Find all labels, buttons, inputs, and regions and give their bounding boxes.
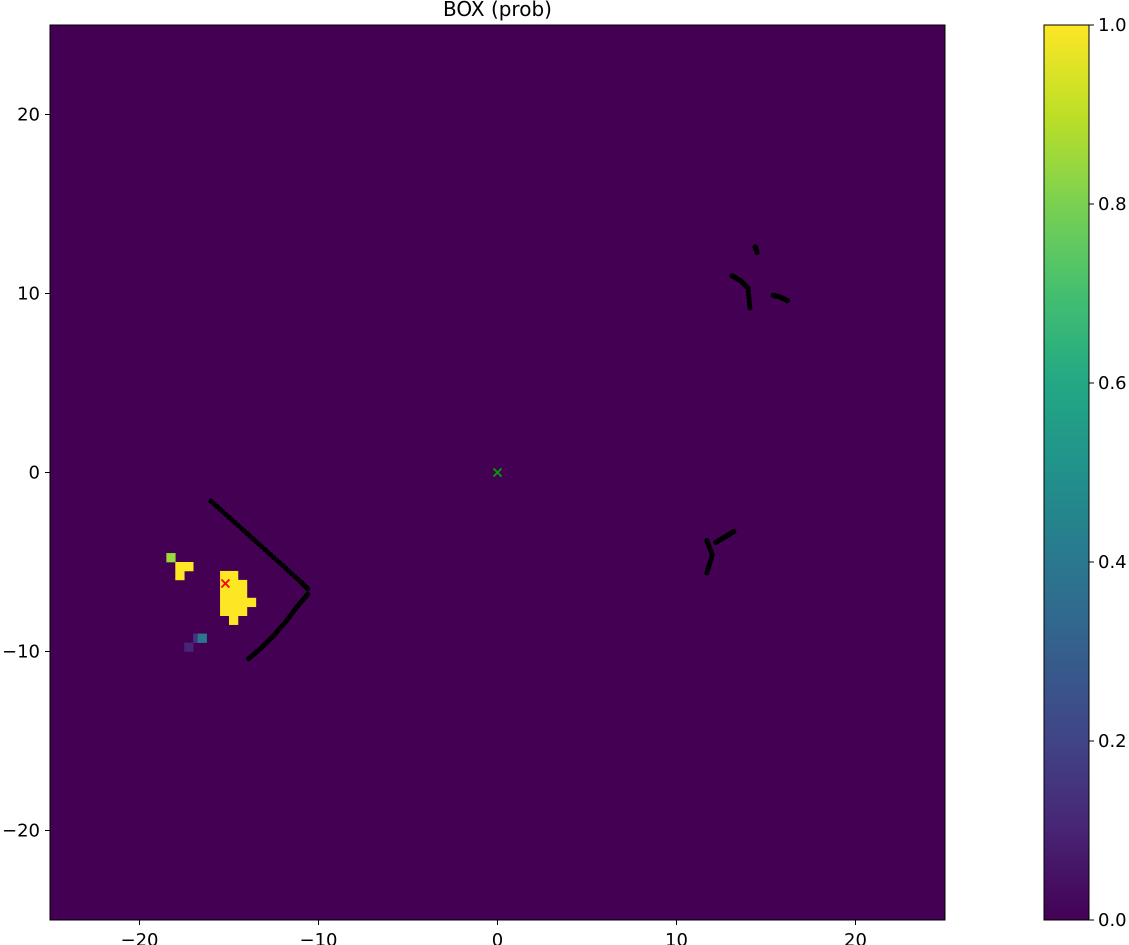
y-tick-label: 10	[17, 284, 40, 305]
heatmap-cell	[229, 579, 239, 590]
heatmap-cell	[184, 562, 194, 572]
chart-title: BOX (prob)	[443, 0, 552, 21]
x-tick-label: 0	[492, 930, 503, 945]
x-axis: −20 −10 0 10 20	[121, 920, 867, 945]
heatmap-cell	[237, 597, 248, 608]
colorbar: 0.0 0.2 0.4 0.6 0.8 1.0	[1043, 15, 1127, 931]
colorbar-tick-label: 0.4	[1098, 552, 1127, 573]
heatmap-cell	[246, 597, 257, 608]
heatmap-cell	[175, 570, 185, 581]
heatmap-cell	[229, 606, 239, 616]
heatmap-cell	[229, 588, 239, 599]
plot-area	[49, 24, 946, 921]
heatmap-cell	[229, 615, 239, 625]
heatmap-cell	[175, 562, 185, 572]
scatter-points	[208, 244, 791, 662]
heatmap-cell	[237, 579, 248, 590]
x-marker	[220, 578, 231, 589]
heatmap-cell	[229, 597, 239, 608]
heatmap-cell	[229, 570, 239, 581]
y-tick-label: 20	[17, 105, 40, 126]
heatmap-cell	[220, 570, 230, 581]
x-marker-stroke	[220, 578, 231, 589]
heatmap-cell	[166, 553, 176, 563]
heatmap-cell	[197, 633, 207, 643]
colorbar-tick-label: 0.6	[1098, 373, 1127, 394]
markers	[220, 467, 503, 589]
x-marker	[492, 467, 503, 478]
heatmap-cell	[237, 588, 248, 599]
heatmap-cell	[220, 606, 230, 616]
y-tick-label: −10	[2, 642, 40, 663]
colorbar-ticks: 0.0 0.2 0.4 0.6 0.8 1.0	[1089, 15, 1127, 931]
colorbar-tick-label: 1.0	[1098, 15, 1127, 36]
heatmap-cell	[184, 642, 194, 652]
scatter-point	[747, 305, 753, 311]
colorbar-tick-label: 0.0	[1098, 910, 1127, 931]
y-tick-label: 0	[29, 463, 40, 484]
x-tick-label: −20	[121, 930, 159, 945]
colorbar-tick-label: 0.2	[1098, 731, 1127, 752]
scatter-point	[305, 586, 311, 592]
heatmap-cell	[220, 588, 230, 599]
scatter-point	[754, 249, 760, 255]
scatter-point	[731, 528, 737, 535]
x-tick-label: 20	[844, 930, 867, 945]
colorbar-gradient	[1043, 24, 1090, 921]
scatter-point	[784, 298, 791, 304]
colorbar-tick-label: 0.8	[1098, 194, 1127, 215]
scatter-point	[704, 570, 710, 576]
y-axis: −20 −10 0 10 20	[2, 105, 50, 842]
heatmap-cell	[220, 597, 230, 608]
scatter-point	[246, 656, 252, 662]
x-tick-label: 10	[665, 930, 688, 945]
heatmap-cell	[237, 606, 248, 616]
x-tick-label: −10	[300, 930, 338, 945]
x-marker-stroke	[492, 467, 503, 478]
y-tick-label: −20	[2, 821, 40, 842]
